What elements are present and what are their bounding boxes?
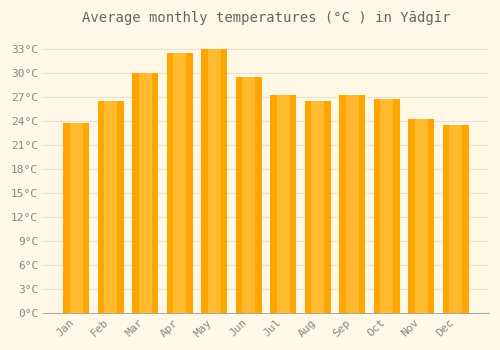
Bar	[98, 101, 124, 313]
Bar	[346, 96, 358, 313]
Bar	[104, 101, 117, 313]
Bar	[449, 125, 462, 313]
Title: Average monthly temperatures (°C ) in Yādgīr: Average monthly temperatures (°C ) in Yā…	[82, 11, 450, 25]
Bar	[374, 99, 400, 313]
Bar	[339, 96, 365, 313]
Bar	[276, 96, 289, 313]
Bar	[380, 99, 393, 313]
Bar	[138, 73, 151, 313]
Bar	[173, 53, 186, 313]
Bar	[70, 122, 82, 313]
Bar	[63, 122, 89, 313]
Bar	[311, 101, 324, 313]
Bar	[132, 73, 158, 313]
Bar	[304, 101, 330, 313]
Bar	[242, 77, 255, 313]
Bar	[408, 119, 434, 313]
Bar	[236, 77, 262, 313]
Bar	[208, 49, 220, 313]
Bar	[414, 119, 428, 313]
Bar	[270, 96, 296, 313]
Bar	[166, 53, 192, 313]
Bar	[201, 49, 227, 313]
Bar	[442, 125, 468, 313]
